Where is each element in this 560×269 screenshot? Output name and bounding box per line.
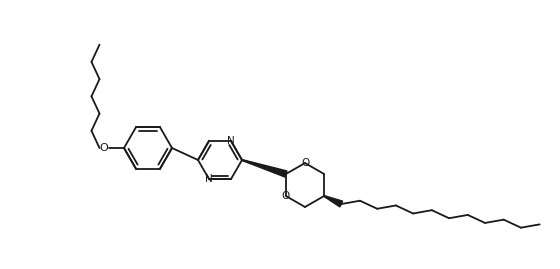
Text: O: O [100,143,109,153]
Text: O: O [301,158,309,168]
Polygon shape [242,160,287,177]
Polygon shape [324,196,343,207]
Text: N: N [227,136,235,146]
Text: O: O [282,191,290,201]
Text: N: N [205,174,213,184]
